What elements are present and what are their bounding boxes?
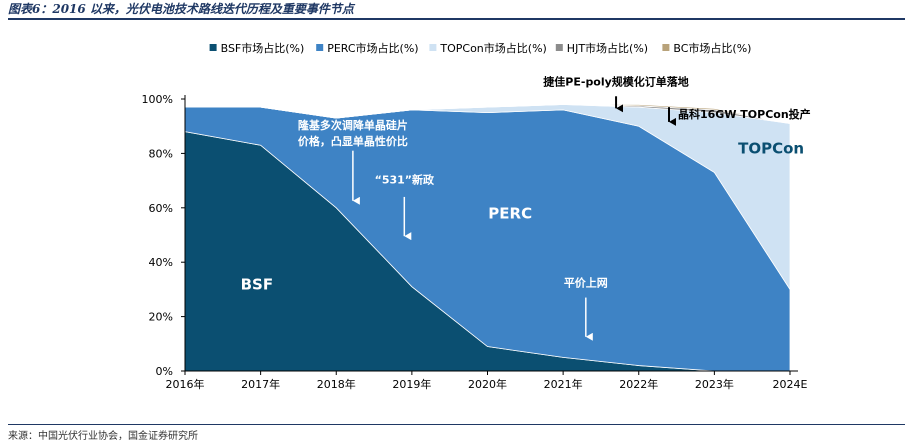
x-tick-label: 2020年	[468, 377, 507, 391]
legend-label-bsf: BSF市场占比(%)	[221, 41, 305, 55]
area-label-bsf: BSF	[241, 275, 273, 293]
chart-legend: BSF市场占比(%) PERC市场占比(%) TOPCon市场占比(%) HJT市场占…	[209, 41, 751, 55]
legend-label-perc: PERC市场占比(%)	[327, 41, 418, 55]
legend-swatch-topcon	[429, 44, 437, 51]
x-tick-label: 2023年	[695, 377, 734, 391]
figure-title: 图表6：2016 以来，光伏电池技术路线迭代历程及重要事件节点	[8, 2, 354, 16]
x-tick-label: 2022年	[619, 377, 658, 391]
y-tick-label: 40%	[149, 256, 173, 269]
x-tick-label: 2021年	[544, 377, 583, 391]
x-tick-label: 2018年	[317, 377, 356, 391]
legend-swatch-perc	[316, 44, 324, 51]
chart-area-labels: BSF PERC TOPCon	[241, 139, 804, 293]
annotation-text: 价格，凸显单晶性价比	[298, 134, 408, 148]
legend-label-topcon: TOPCon市场占比(%)	[439, 41, 546, 55]
x-tick-label: 2019年	[392, 377, 431, 391]
x-tick-label: 2016年	[166, 377, 205, 391]
annotation-text: 隆基多次调降单晶硅片	[298, 118, 408, 132]
chart-axes: 0% 20% 40% 60% 80% 100% 2016年 2017年 2018年 2019年 20…	[142, 93, 808, 391]
annotation-text: 晶科16GW TOPCon投产	[678, 107, 811, 121]
annotation-text: 捷佳PE-poly规模化订单落地	[543, 74, 689, 88]
y-tick-label: 60%	[149, 202, 173, 215]
chart-areas	[184, 104, 791, 372]
area-label-perc: PERC	[488, 205, 532, 223]
area-label-topcon: TOPCon	[738, 139, 804, 157]
x-tick-label: 2017年	[241, 377, 280, 391]
legend-swatch-hjt	[555, 44, 563, 51]
y-tick-label: 20%	[149, 311, 173, 324]
legend-label-bc: BC市场占比(%)	[673, 41, 751, 55]
x-tick-label: 2024E	[773, 378, 808, 391]
figure-source: 来源：中国光伏行业协会，国金证券研究所	[8, 431, 198, 442]
y-tick-label: 100%	[142, 93, 173, 106]
y-tick-label: 80%	[149, 147, 173, 160]
y-tick-label: 0%	[156, 365, 173, 378]
source-rule	[8, 424, 905, 425]
title-rule	[8, 18, 905, 20]
series-area-bc	[185, 104, 791, 124]
legend-swatch-bsf	[209, 44, 217, 51]
annotation-text: “531”新政	[375, 172, 435, 186]
legend-swatch-bc	[662, 44, 670, 51]
legend-label-hjt: HJT市场占比(%)	[567, 41, 648, 55]
annotation-text: 平价上网	[564, 276, 608, 290]
